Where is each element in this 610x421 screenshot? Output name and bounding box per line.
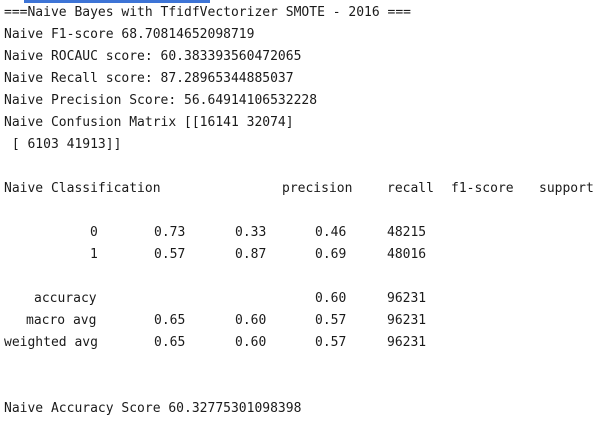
report-row-label: 1 [90, 247, 98, 262]
report-header-support: support [539, 181, 594, 196]
rocauc-line: Naive ROCAUC score: 60.383393560472065 [4, 49, 302, 64]
console-output: ===Naive Bayes with TfidfVectorizer SMOT… [4, 4, 610, 421]
tab-indicator [24, 0, 210, 3]
report-cell: 0.65 [154, 313, 186, 328]
recall-line: Naive Recall score: 87.28965344885037 [4, 71, 294, 86]
report-row-label: weighted avg [4, 335, 98, 350]
report-header-recall: recall [387, 181, 434, 196]
report-cell: 48215 [387, 225, 427, 240]
report-cell: 96231 [387, 313, 427, 328]
report-cell: 0.60 [235, 313, 267, 328]
report-row-label: 0 [90, 225, 98, 240]
report-cell: 96231 [387, 291, 427, 306]
report-cell: 0.46 [315, 225, 347, 240]
precision-line: Naive Precision Score: 56.64914106532228 [4, 93, 318, 108]
report-title: Naive Classification [4, 181, 161, 196]
confusion-matrix-line-2: [ 6103 41913]] [4, 137, 122, 152]
report-cell: 0.57 [154, 247, 186, 262]
report-cell: 0.33 [235, 225, 267, 240]
f1-line: Naive F1-score 68.70814652098719 [4, 27, 255, 42]
report-header-precision: precision [282, 181, 353, 196]
report-cell: 0.60 [315, 291, 347, 306]
report-header-f1: f1-score [451, 181, 514, 196]
report-cell: 0.69 [315, 247, 347, 262]
header-line: ===Naive Bayes with TfidfVectorizer SMOT… [4, 5, 411, 20]
report-cell: 0.57 [315, 335, 347, 350]
report-cell: 0.87 [235, 247, 267, 262]
report-cell: 0.60 [235, 335, 267, 350]
report-cell: 48016 [387, 247, 427, 262]
accuracy-score-line: Naive Accuracy Score 60.32775301098398 [4, 401, 302, 416]
confusion-matrix-line-1: Naive Confusion Matrix [[16141 32074] [4, 115, 294, 130]
report-cell: 0.73 [154, 225, 186, 240]
report-cell: 0.57 [315, 313, 347, 328]
report-cell: 96231 [387, 335, 427, 350]
report-row-label: macro avg [26, 313, 97, 328]
report-cell: 0.65 [154, 335, 186, 350]
report-row-label: accuracy [34, 291, 97, 306]
